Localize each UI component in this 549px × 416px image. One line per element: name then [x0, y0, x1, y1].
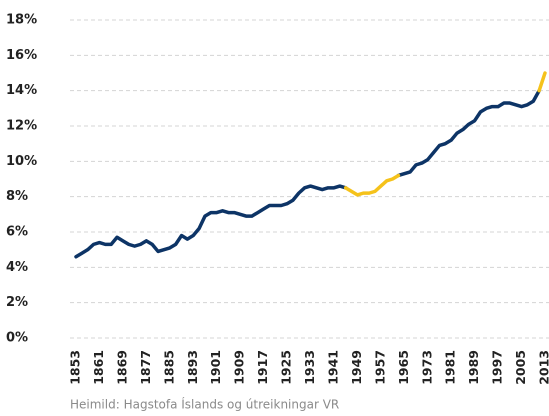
- y-tick-label: 4%: [6, 260, 28, 275]
- y-tick-label: 6%: [6, 225, 28, 240]
- x-tick-label: 1949: [349, 350, 364, 385]
- y-tick-label: 8%: [6, 189, 28, 204]
- x-tick-label: 1853: [68, 350, 83, 385]
- x-tick-label: 1957: [372, 350, 387, 385]
- x-tick-label: 1901: [208, 350, 223, 385]
- line-series: [74, 88, 541, 259]
- x-tick-label: 1925: [279, 350, 294, 385]
- x-tick-label: 1917: [255, 350, 270, 385]
- x-tick-label: 1893: [185, 350, 200, 385]
- x-tick-label: 1933: [302, 350, 317, 385]
- x-tick-label: 2005: [513, 350, 528, 385]
- y-tick-label: 16%: [6, 48, 37, 63]
- x-tick-label: 1981: [443, 350, 458, 385]
- x-tick-label: 1965: [396, 350, 411, 385]
- y-tick-label: 10%: [6, 154, 37, 169]
- y-tick-label: 2%: [6, 295, 28, 310]
- x-tick-label: 1989: [466, 350, 481, 385]
- source-note: Heimild: Hagstofa Íslands og útreikninga…: [70, 397, 339, 412]
- x-tick-label: 1861: [91, 350, 106, 385]
- x-tick-label: 1973: [419, 350, 434, 385]
- y-tick-label: 14%: [6, 83, 37, 98]
- x-tick-label: 1877: [138, 350, 153, 385]
- line-series: [343, 71, 547, 197]
- y-tick-label: 18%: [6, 13, 37, 28]
- x-tick-label: 1941: [325, 350, 340, 385]
- x-tick-label: 1885: [161, 350, 176, 385]
- x-tick-label: 1997: [490, 350, 505, 385]
- x-tick-label: 1909: [232, 350, 247, 385]
- y-tick-label: 12%: [6, 119, 37, 134]
- x-tick-label: 2013: [537, 350, 549, 385]
- x-tick-label: 1869: [114, 350, 129, 385]
- y-tick-label: 0%: [6, 331, 28, 346]
